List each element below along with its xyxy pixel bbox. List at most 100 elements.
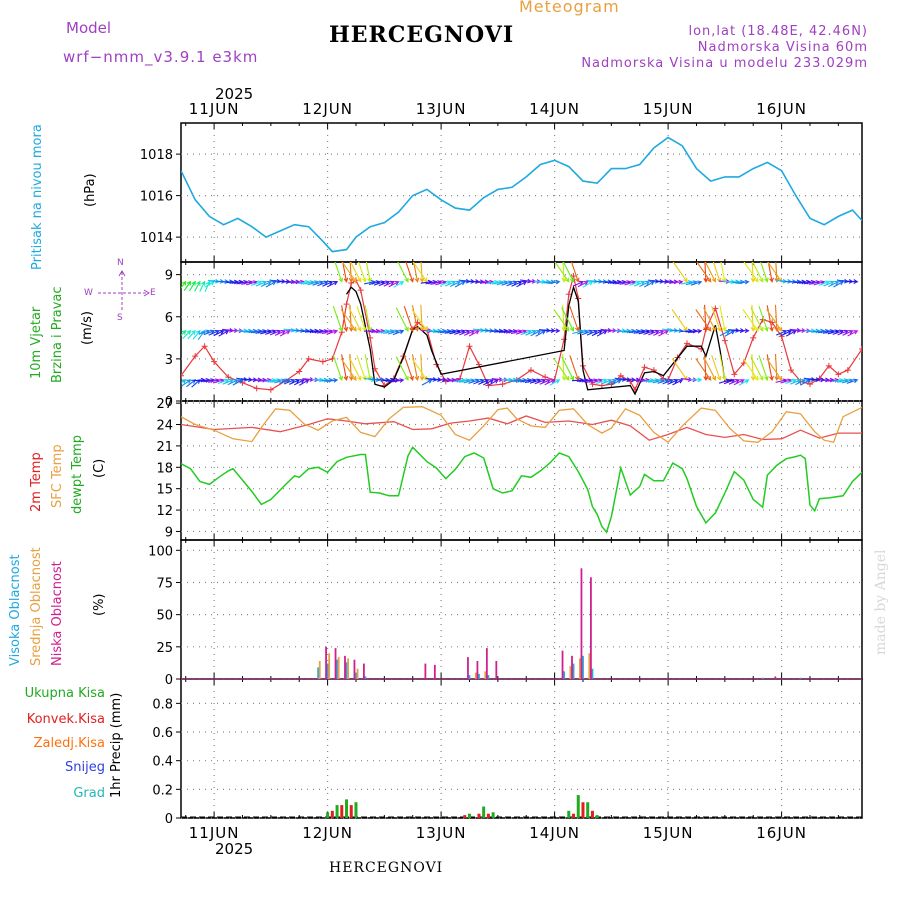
cloud-bar <box>433 664 436 679</box>
wind-arrow <box>711 306 722 332</box>
cloud-bar <box>356 668 359 679</box>
legend-ukupna: Ukupna Kisa <box>24 686 105 701</box>
wind-arrow <box>341 354 349 382</box>
cloud-bar <box>588 653 591 679</box>
wind-arrow <box>596 378 608 385</box>
wind-arrow <box>284 378 296 385</box>
precip-bar <box>335 805 339 818</box>
pressure-line <box>181 136 862 253</box>
legend-snijeg: Snijeg <box>65 760 105 775</box>
wind-arrow <box>378 280 391 287</box>
cloud-bar <box>476 660 479 679</box>
station-title: HERCEGNOVI <box>329 22 515 48</box>
wind-arrow <box>758 306 769 332</box>
wind-arrow <box>341 262 357 283</box>
wind-speed-point <box>750 334 757 341</box>
y-tick-label: 1016 <box>140 190 173 205</box>
wind-arrow <box>293 379 306 386</box>
cloud-bar <box>563 671 565 679</box>
wind-arrow <box>766 354 774 382</box>
wind-arrow <box>671 309 688 332</box>
precip-bar <box>581 802 585 818</box>
day-label-top: 15JUN <box>643 100 694 118</box>
wind-arrow <box>561 356 575 381</box>
wind-arrow <box>334 262 344 283</box>
wind-arrow <box>534 378 547 385</box>
cloud-bar <box>467 657 469 679</box>
cloud-bar <box>355 672 357 679</box>
y-tick-label: 50 <box>156 609 173 624</box>
day-label-top: 16JUN <box>756 100 807 118</box>
wind-arrow <box>846 378 859 384</box>
wind-arrow <box>610 379 622 386</box>
cloud-bar <box>336 659 338 679</box>
wind-arrow <box>298 379 310 386</box>
wind-arrow <box>775 329 788 336</box>
wind-arrow <box>695 309 712 332</box>
wind-arrow <box>737 279 750 285</box>
y-tick-label: 18 <box>156 461 173 476</box>
wind-arrow <box>577 280 589 288</box>
wind-arrow <box>671 279 684 285</box>
cloud-bar <box>364 676 367 679</box>
wind-arrow <box>340 358 357 381</box>
y-tick-label: 100 <box>148 544 173 559</box>
cloud-bar <box>761 677 764 679</box>
cloud-bar <box>326 663 329 679</box>
wind-arrow <box>672 379 684 386</box>
y-tick-label: 15 <box>156 483 173 498</box>
wind-arrow <box>421 379 433 386</box>
wind-arrow <box>644 281 655 288</box>
wind-arrow <box>473 378 485 385</box>
wind-speed-point <box>859 346 862 353</box>
wind-arrow <box>279 330 291 337</box>
cloud-bar <box>571 655 573 679</box>
wind-arrow <box>511 280 523 287</box>
precip-bar <box>482 806 486 818</box>
precip-bar <box>354 802 358 818</box>
wind-arrow <box>666 279 679 285</box>
wind-arrow <box>274 329 287 336</box>
wind-arrow <box>785 330 797 337</box>
wind-arrow <box>818 280 830 286</box>
precip-bar <box>467 813 471 818</box>
precip-bar <box>586 802 590 818</box>
wind-arrow <box>795 379 807 386</box>
wind-arrow <box>411 358 428 381</box>
wind-arrow <box>846 279 859 284</box>
wind-arrow <box>181 330 187 336</box>
wind-arrow <box>766 358 783 381</box>
wind-arrow <box>382 377 395 383</box>
wind-arrow <box>208 329 220 336</box>
wind-arrow <box>204 281 216 288</box>
cloud-bar <box>561 650 564 679</box>
wind-arrow <box>388 280 400 288</box>
wind-arrow <box>553 309 570 332</box>
compass-cross <box>98 272 148 312</box>
wind-arrow <box>571 377 585 383</box>
cloud-bar <box>591 668 594 679</box>
wind-arrow <box>516 281 528 288</box>
wind-arrow <box>188 280 196 292</box>
wind-arrow <box>634 280 646 287</box>
wind-arrow <box>690 280 703 286</box>
cloud-bar <box>468 675 471 679</box>
wind-arrow <box>569 306 580 332</box>
wind-speed-point <box>825 362 832 369</box>
wind-speed-point <box>542 374 549 381</box>
cloud-bar <box>345 662 348 679</box>
wind-speed-point <box>712 305 719 312</box>
precip-bar <box>572 813 576 818</box>
wind-arrow <box>790 378 802 385</box>
wind-arrow <box>454 281 466 288</box>
wind-speed-point <box>343 301 350 308</box>
wind-arrow <box>703 307 717 332</box>
wind-speed-point <box>835 371 842 378</box>
wind-arrow <box>774 262 780 283</box>
wind-arrow <box>548 328 561 334</box>
wind-arrow <box>341 305 349 332</box>
wind-speed-point <box>499 381 506 388</box>
precip-bar <box>330 810 334 818</box>
compass-s: S <box>117 313 123 323</box>
wind-arrow <box>312 280 324 286</box>
